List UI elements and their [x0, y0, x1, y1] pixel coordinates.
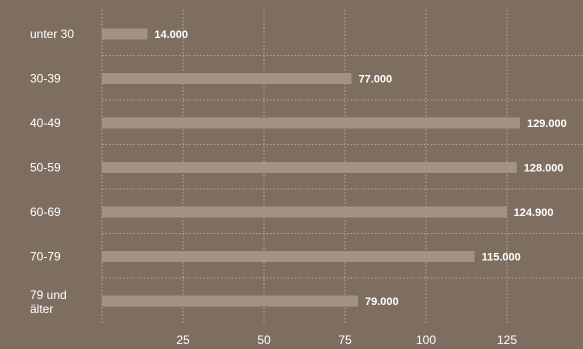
x-tick-label: 100	[416, 333, 436, 347]
value-label: 115.000	[482, 252, 521, 264]
category-label: 70-79	[30, 250, 61, 264]
category-label: 30-39	[30, 72, 61, 86]
bar	[102, 28, 148, 40]
bar	[102, 206, 507, 218]
value-label: 79.000	[365, 296, 399, 308]
bar	[102, 295, 358, 307]
category-label: 79 und älter	[30, 288, 67, 316]
value-label: 77.000	[358, 74, 392, 86]
x-tick-label: 75	[338, 333, 352, 347]
x-tick-label: 125	[497, 333, 517, 347]
bar	[102, 251, 475, 262]
bar	[102, 117, 520, 129]
category-label: 50-59	[30, 161, 61, 175]
bar	[102, 162, 517, 173]
category-label: unter 30	[30, 27, 74, 41]
bar	[102, 73, 352, 84]
value-label: 124.900	[514, 207, 554, 219]
x-tick-label: 50	[257, 333, 271, 347]
category-label-line2: älter	[30, 302, 53, 316]
category-label: 40-49	[30, 116, 61, 130]
value-label: 129.000	[527, 118, 567, 130]
x-tick-label: 25	[176, 333, 190, 347]
value-label: 14.000	[154, 29, 188, 41]
value-label: 128.000	[524, 163, 564, 175]
category-label: 60-69	[30, 205, 61, 219]
